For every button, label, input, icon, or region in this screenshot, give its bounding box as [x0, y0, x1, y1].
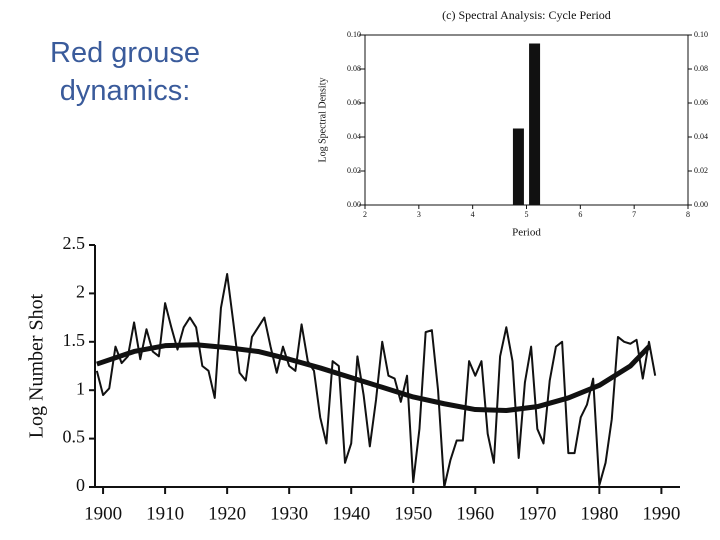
x-axis-label: Period: [512, 227, 541, 239]
y-tick-label: 1.5: [63, 330, 86, 350]
x-tick-label: 1950: [394, 503, 432, 524]
y-tick-label: 2: [76, 282, 85, 302]
line-series: [96, 342, 651, 414]
y2-tick-label: 0.02: [694, 166, 708, 175]
slide-title: Red grouse dynamics:: [50, 37, 200, 107]
y2-tick-label: 0.10: [694, 30, 708, 39]
y-tick-label: 1: [76, 378, 85, 398]
y-tick-label: 0: [76, 475, 85, 495]
x-tick-label: 1980: [580, 503, 618, 524]
chart-title: (c) Spectral Analysis: Cycle Period: [442, 8, 611, 22]
y-tick-label: 0.5: [63, 427, 86, 447]
x-tick-label: 3: [417, 210, 421, 219]
x-tick-label: 1920: [208, 503, 246, 524]
x-tick-label: 6: [578, 210, 582, 219]
x-tick-label: 1900: [84, 503, 122, 524]
y2-tick-label: 0.08: [694, 64, 708, 73]
y2-tick-label: 0.06: [694, 98, 708, 107]
bar: [529, 43, 541, 205]
bar: [512, 128, 524, 205]
x-tick-label: 2: [363, 210, 367, 219]
y-tick-label: 2.5: [63, 233, 86, 253]
line-series: [95, 273, 657, 488]
x-tick-label: 5: [525, 210, 529, 219]
y-tick-label: 0.02: [347, 166, 361, 175]
y2-tick-label: 0.04: [694, 132, 708, 141]
y-tick-label: 0.00: [347, 200, 361, 209]
x-tick-label: 1930: [270, 503, 308, 524]
x-tick-label: 1910: [146, 503, 184, 524]
x-tick-label: 1970: [518, 503, 556, 524]
plot-frame: [364, 34, 689, 206]
y-axis-label: Log Number Shot: [26, 293, 48, 438]
y-tick-label: 0.08: [347, 64, 361, 73]
x-tick-label: 7: [632, 210, 636, 219]
y-axis-label: Log Spectral Density: [317, 78, 328, 163]
y2-tick-label: 0.00: [694, 200, 708, 209]
y-tick-label: 0.06: [347, 98, 361, 107]
x-tick-label: 4: [471, 210, 475, 219]
x-tick-label: 8: [686, 210, 690, 219]
y-tick-label: 0.10: [347, 30, 361, 39]
y-tick-label: 0.04: [347, 132, 361, 141]
x-tick-label: 1960: [456, 503, 494, 524]
x-tick-label: 1990: [642, 503, 680, 524]
x-tick-label: 1940: [332, 503, 370, 524]
